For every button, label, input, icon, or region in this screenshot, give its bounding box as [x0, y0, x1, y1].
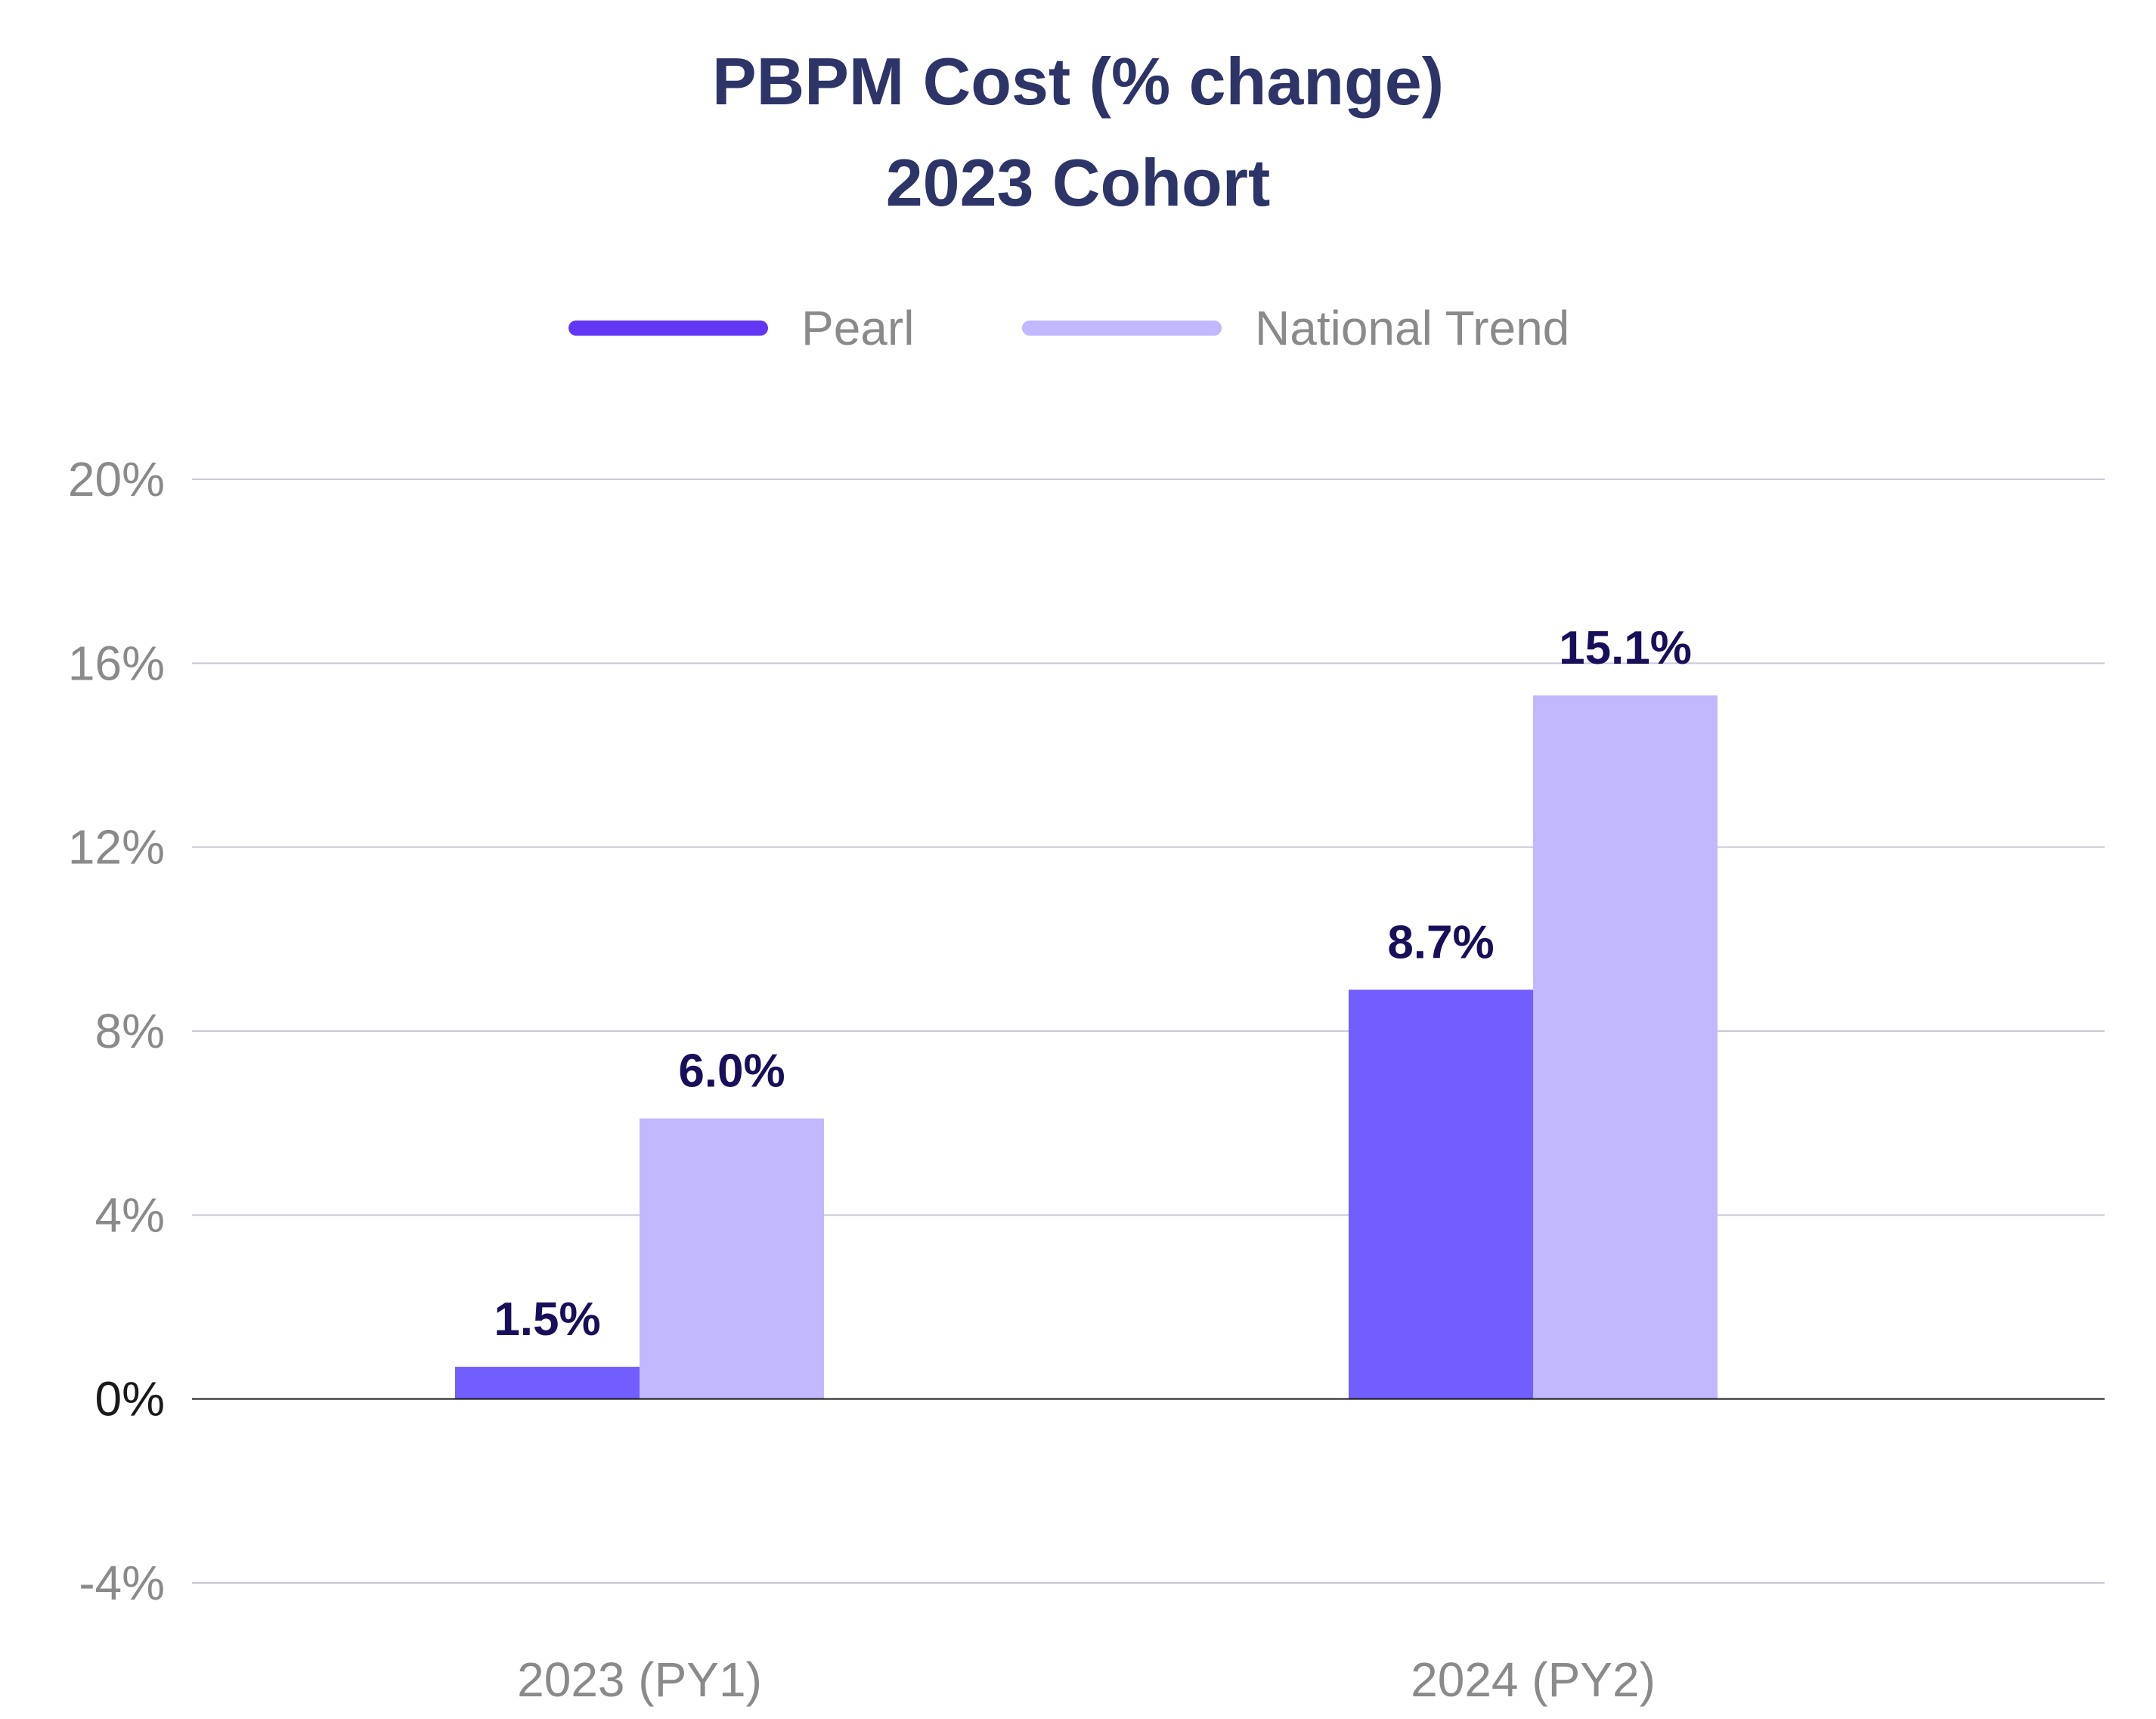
chart-title: PBPM Cost (% change)	[712, 44, 1444, 119]
bar	[1533, 695, 1718, 1399]
chart-subtitle: 2023 Cohort	[886, 145, 1271, 220]
x-axis-labels: 2023 (PY1) 2024 (PY2)	[517, 1652, 1656, 1707]
x-tick-label: 2024 (PY2)	[1411, 1652, 1656, 1707]
legend-label-national-trend: National Trend	[1255, 301, 1569, 355]
y-tick-label: -4%	[79, 1556, 165, 1610]
bar	[640, 1118, 824, 1399]
legend: Pearl National Trend	[568, 301, 1569, 355]
y-axis-ticks: -4% 0% 4% 8% 12% 16% 20%	[68, 452, 165, 1610]
bar	[455, 1367, 640, 1399]
bars	[455, 695, 1718, 1399]
data-label: 1.5%	[494, 1293, 600, 1346]
y-tick-label: 4%	[95, 1188, 166, 1242]
x-tick-label: 2023 (PY1)	[517, 1652, 762, 1707]
y-tick-label: 8%	[95, 1004, 166, 1058]
y-tick-label: 20%	[68, 452, 165, 506]
y-tick-label: 0%	[95, 1372, 166, 1426]
data-label: 6.0%	[678, 1045, 785, 1098]
gridlines	[192, 479, 2105, 1584]
data-label: 8.7%	[1387, 916, 1494, 968]
legend-label-pearl: Pearl	[801, 301, 914, 355]
data-label: 15.1%	[1559, 622, 1692, 674]
y-tick-label: 16%	[68, 636, 165, 690]
y-tick-label: 12%	[68, 820, 165, 875]
bar	[1349, 990, 1533, 1399]
data-labels: 1.5% 6.0% 8.7% 15.1%	[494, 622, 1692, 1346]
